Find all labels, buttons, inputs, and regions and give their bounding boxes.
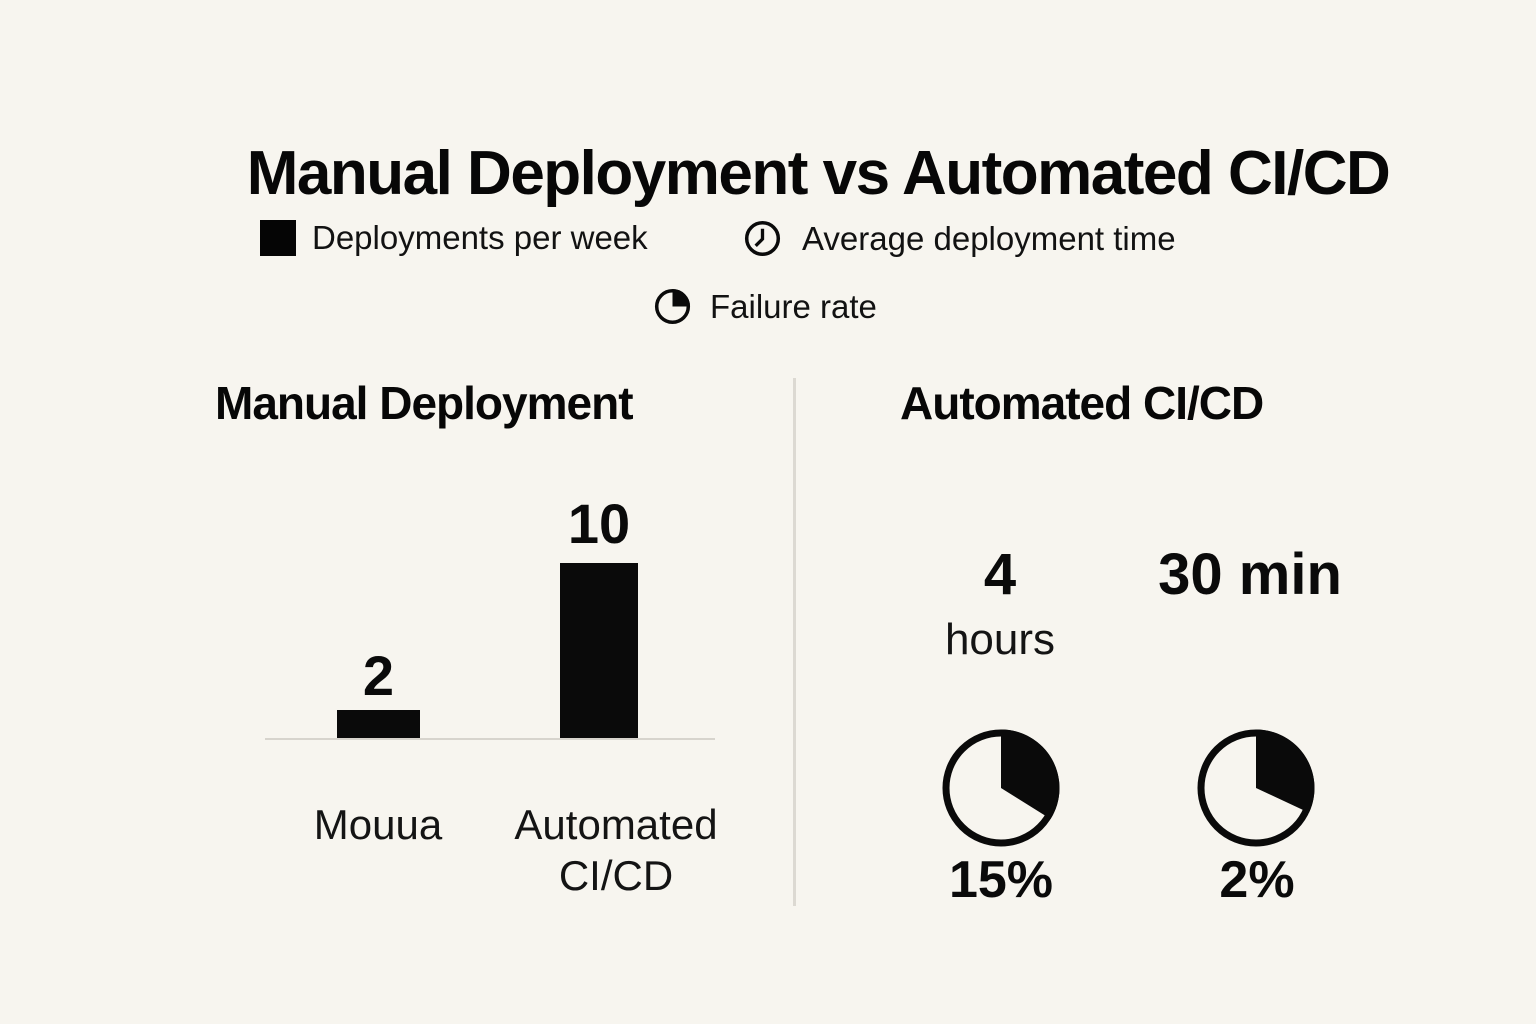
page-title: Manual Deployment vs Automated CI/CD bbox=[246, 138, 1391, 208]
failure-pie-2 bbox=[1197, 729, 1315, 847]
legend-label: Deployments per week bbox=[312, 219, 648, 256]
pie-quarter-icon bbox=[654, 288, 691, 325]
legend-item-failure-rate: Failure rate bbox=[653, 287, 877, 326]
legend-label: Failure rate bbox=[710, 287, 877, 325]
x-axis-baseline bbox=[265, 738, 715, 740]
legend-label: Average deployment time bbox=[802, 219, 1176, 257]
bar-value-label: 10 bbox=[567, 492, 631, 555]
clock-icon bbox=[744, 220, 781, 257]
deploy-time-value: 4 bbox=[983, 542, 1017, 607]
pie-wedge bbox=[1256, 729, 1315, 813]
x-axis-label: Automated CI/CD bbox=[514, 801, 718, 900]
failure-rate-label: 15% bbox=[948, 851, 1054, 909]
pie-wedge bbox=[1001, 729, 1060, 819]
left-section-heading: Manual Deployment bbox=[215, 377, 634, 429]
failure-pie-15 bbox=[942, 729, 1060, 847]
deploy-time-unit: hours bbox=[944, 615, 1056, 664]
legend-item-deploy-time: Average deployment time bbox=[743, 219, 1176, 258]
bar-automated-cicd bbox=[560, 563, 638, 739]
failure-rate-label: 2% bbox=[1219, 851, 1295, 909]
bar-swatch-icon bbox=[260, 220, 296, 256]
x-axis-label: Mouua bbox=[313, 801, 443, 848]
legend-item-deployments: Deployments per week bbox=[260, 219, 648, 257]
bar-mouua bbox=[337, 710, 420, 739]
vertical-divider bbox=[793, 378, 796, 906]
deploy-time-value: 30 min bbox=[1158, 542, 1342, 607]
right-section-heading: Automated CI/CD bbox=[900, 377, 1264, 429]
bar-value-label: 2 bbox=[362, 644, 395, 707]
